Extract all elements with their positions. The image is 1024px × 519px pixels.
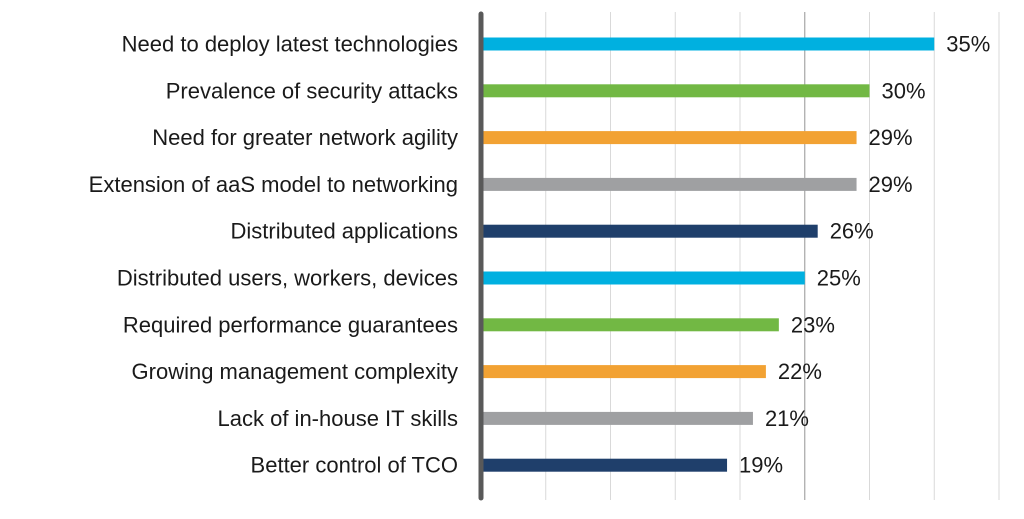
- value-label: 25%: [817, 266, 861, 291]
- value-label: 29%: [869, 125, 913, 150]
- category-labels: Need to deploy latest technologies Preval…: [89, 32, 458, 478]
- value-label: 21%: [765, 406, 809, 431]
- category-label: Need for greater network agility: [152, 125, 458, 150]
- category-label: Distributed applications: [231, 219, 458, 244]
- category-label: Need to deploy latest technologies: [122, 32, 458, 57]
- category-label: Distributed users, workers, devices: [117, 266, 458, 291]
- value-label: 19%: [739, 453, 783, 478]
- category-label: Required performance guarantees: [123, 312, 458, 337]
- value-label: 26%: [830, 219, 874, 244]
- bar: [481, 365, 766, 379]
- category-label: Better control of TCO: [251, 453, 458, 478]
- value-label: 29%: [869, 172, 913, 197]
- bar: [481, 411, 753, 425]
- category-label: Prevalence of security attacks: [166, 78, 458, 103]
- bar: [481, 224, 818, 238]
- category-label: Growing management complexity: [132, 359, 458, 384]
- bar: [481, 177, 857, 191]
- bar: [481, 37, 935, 51]
- value-labels: 35% 30% 29% 29% 26% 25% 23% 22% 21% 19%: [739, 32, 990, 478]
- bar: [481, 458, 728, 472]
- value-label: 35%: [946, 32, 990, 57]
- bar: [481, 84, 870, 98]
- value-label: 30%: [882, 78, 926, 103]
- bars: [481, 37, 935, 472]
- value-label: 23%: [791, 312, 835, 337]
- category-label: Lack of in-house IT skills: [218, 406, 458, 431]
- bar: [481, 318, 779, 332]
- value-label: 22%: [778, 359, 822, 384]
- category-label: Extension of aaS model to networking: [89, 172, 458, 197]
- bar: [481, 271, 805, 285]
- bar: [481, 131, 857, 145]
